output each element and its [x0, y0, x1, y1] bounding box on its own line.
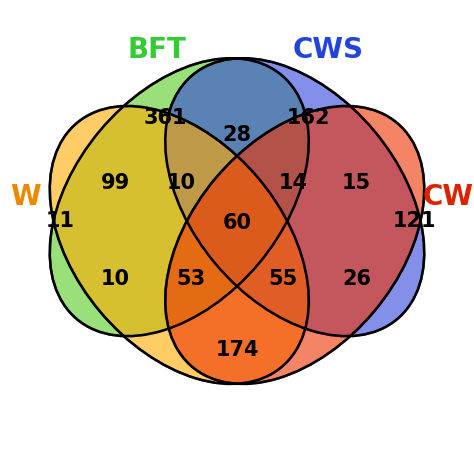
- Text: 361: 361: [144, 108, 187, 128]
- Ellipse shape: [50, 58, 309, 336]
- Text: 14: 14: [278, 173, 307, 193]
- Text: 10: 10: [167, 173, 196, 193]
- Text: BFT: BFT: [128, 36, 187, 64]
- Text: 162: 162: [287, 108, 330, 128]
- Text: 99: 99: [101, 173, 130, 193]
- Ellipse shape: [165, 106, 424, 384]
- Text: 55: 55: [268, 269, 297, 289]
- Text: W: W: [10, 183, 41, 211]
- Text: 28: 28: [222, 126, 252, 146]
- Text: 60: 60: [222, 213, 252, 233]
- Text: 26: 26: [342, 269, 371, 289]
- Text: 53: 53: [177, 269, 206, 289]
- Text: 11: 11: [46, 211, 74, 231]
- Text: 15: 15: [342, 173, 371, 193]
- Text: 174: 174: [215, 340, 259, 360]
- Text: 121: 121: [392, 211, 436, 231]
- Text: CW: CW: [422, 183, 474, 211]
- Ellipse shape: [165, 58, 424, 336]
- Text: CWS: CWS: [293, 36, 364, 64]
- Ellipse shape: [50, 106, 309, 384]
- Text: 10: 10: [101, 269, 130, 289]
